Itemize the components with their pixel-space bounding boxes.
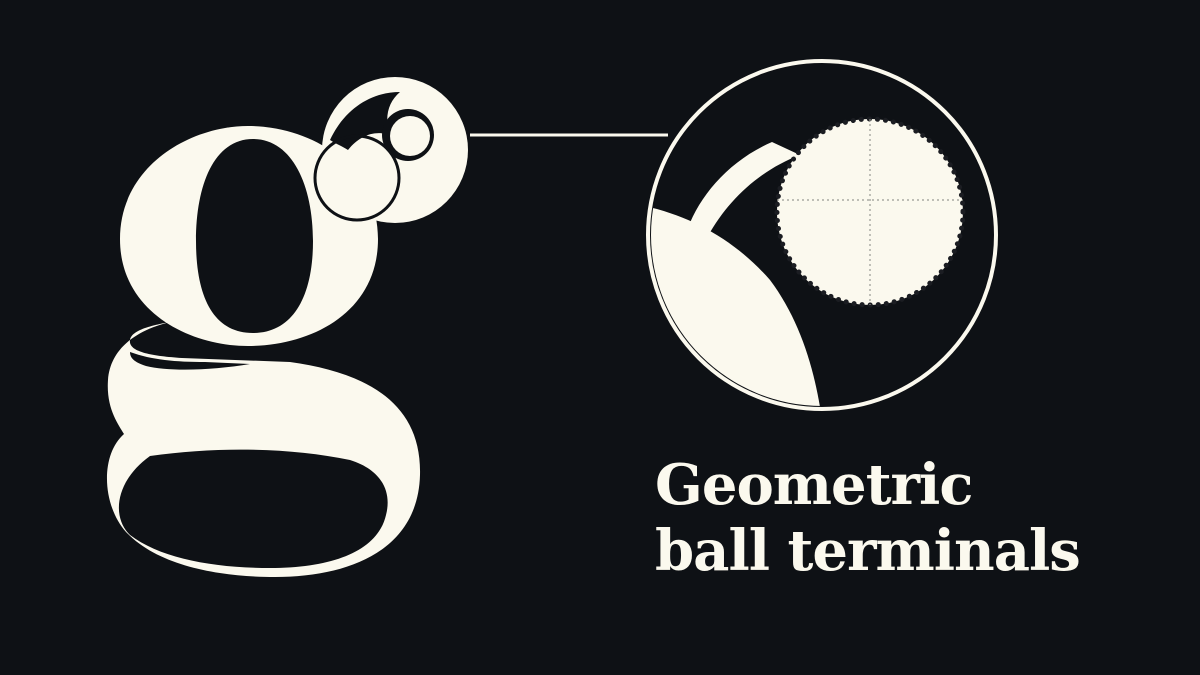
magnified-stem (688, 142, 800, 236)
g-lower-counter (118, 449, 388, 568)
caption-line-2: ball terminals (655, 518, 1081, 584)
ball-terminal-magnifier-icon (646, 59, 998, 411)
g-upper-bowl (120, 126, 378, 346)
magnified-ball (777, 119, 963, 305)
caption-heading: Geometric ball terminals (655, 452, 1081, 584)
g-ear-curl (330, 92, 400, 150)
g-ear-ball-core (390, 116, 430, 156)
magnifier-ring (646, 59, 998, 411)
lowercase-g-glyph-icon (106, 77, 468, 577)
g-ear-ring (313, 134, 401, 222)
g-link-notch (130, 352, 250, 370)
caption-line-1: Geometric (655, 452, 973, 518)
